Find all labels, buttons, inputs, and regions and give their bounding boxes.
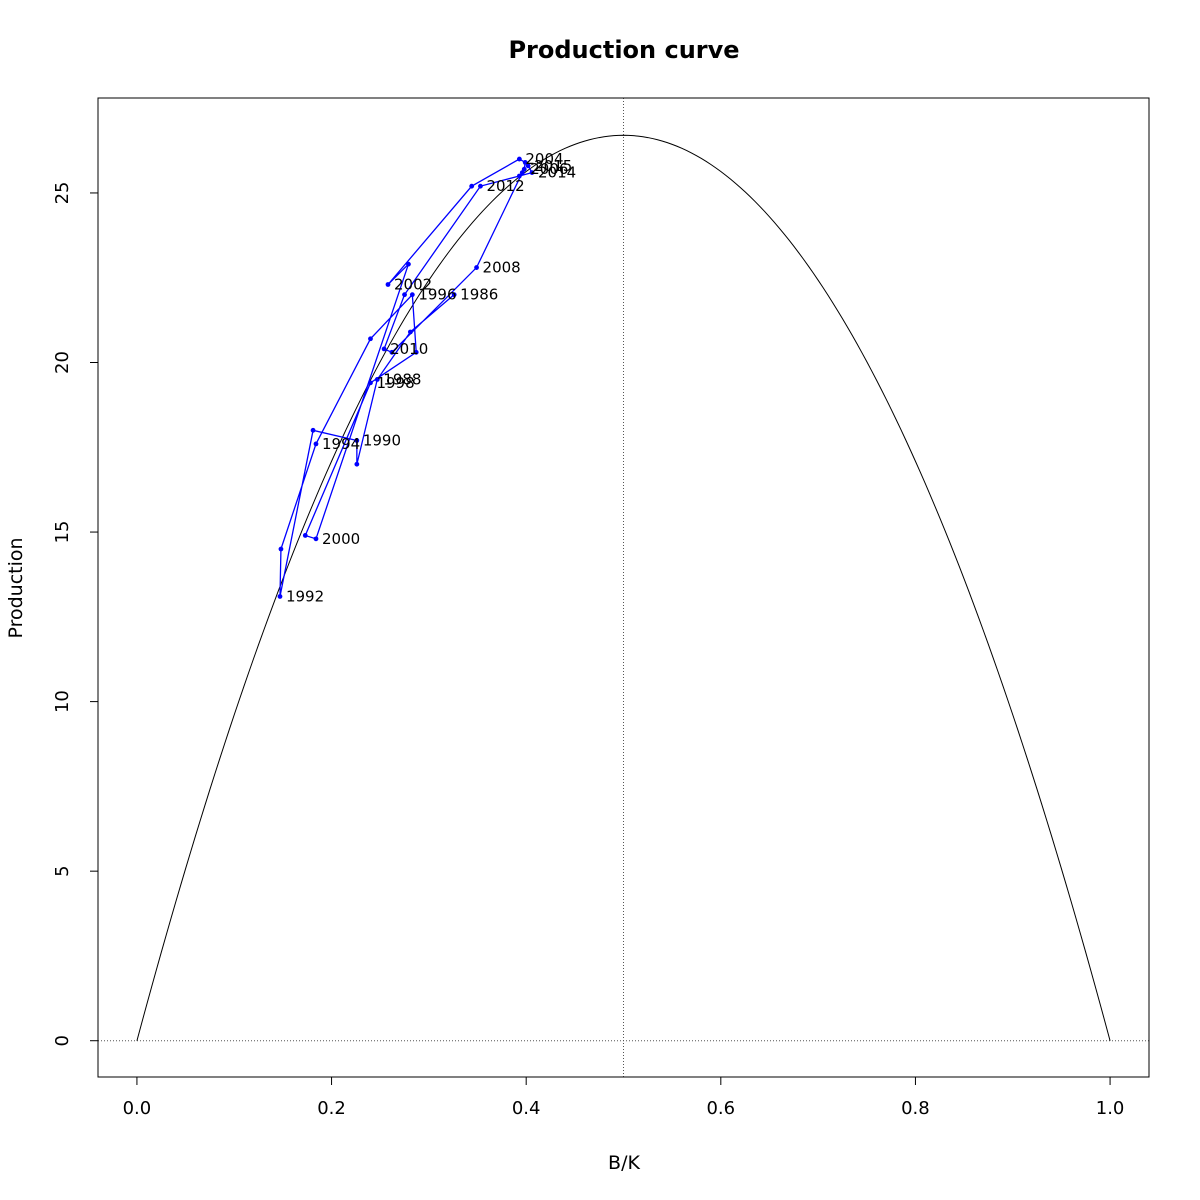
point-year-label: 1992 (286, 587, 324, 605)
data-point (516, 173, 522, 179)
y-tick-label: 20 (52, 351, 73, 374)
x-tick-label: 0.8 (901, 1098, 930, 1119)
data-point (310, 427, 316, 433)
data-point (413, 349, 419, 355)
point-year-label: 2008 (483, 259, 521, 277)
chart-title: Production curve (508, 36, 739, 64)
point-year-label: 2000 (322, 530, 360, 548)
y-axis: 0 5 10 15 20 25 (52, 181, 99, 1046)
data-point (368, 336, 373, 342)
point-year-label: 1990 (363, 431, 401, 449)
grid-and-reference-lines (98, 98, 1149, 1077)
point-year-label: 2010 (390, 340, 428, 358)
y-tick-label: 5 (52, 865, 73, 876)
data-point (474, 265, 479, 270)
data-point (409, 292, 415, 298)
data-point (385, 282, 391, 287)
x-axis: 0.0 0.2 0.4 0.6 0.8 1.0 (123, 1076, 1125, 1119)
x-axis-label: B/K (608, 1152, 640, 1174)
production-parabola (136, 134, 1111, 1041)
data-series (277, 156, 535, 599)
data-point (469, 183, 475, 189)
data-point (368, 380, 373, 386)
y-tick-label: 15 (52, 521, 73, 544)
data-point (313, 441, 319, 447)
data-point (407, 329, 413, 335)
data-point (522, 160, 528, 165)
point-labels: 1986 1988 1990 1992 1994 1996 1998 2000 2002 2004… (286, 150, 576, 605)
point-year-label: 1988 (383, 370, 421, 388)
data-point (354, 438, 360, 443)
data-point (381, 346, 387, 352)
data-point (302, 533, 308, 538)
data-point (451, 292, 457, 298)
x-tick-label: 1.0 (1096, 1098, 1125, 1119)
point-year-label: 1994 (322, 435, 360, 453)
point-year-label: 1998 (376, 374, 414, 392)
point-year-label: 1996 (418, 286, 456, 304)
x-tick-label: 0.4 (512, 1098, 541, 1119)
production-curve (136, 134, 1111, 1041)
data-point (529, 170, 535, 176)
y-axis-label: Production (5, 537, 27, 638)
data-point (374, 377, 380, 382)
x-tick-label: 0.0 (123, 1098, 152, 1119)
point-year-label: 2006 (530, 160, 568, 178)
y-tick-label: 0 (52, 1035, 73, 1046)
point-year-label: 1986 (460, 286, 498, 304)
data-point (406, 261, 411, 267)
x-tick-label: 0.6 (706, 1098, 735, 1119)
data-point (313, 536, 319, 542)
point-year-label: 2004 (525, 150, 563, 168)
data-point (478, 183, 483, 189)
point-year-label: 2014 (538, 164, 576, 182)
series-path-line (279, 158, 534, 597)
point-year-label: 2012 (486, 177, 524, 195)
data-point (277, 594, 283, 599)
data-point (278, 546, 284, 552)
data-point (516, 156, 522, 162)
x-tick-label: 0.2 (317, 1098, 346, 1119)
data-point (389, 349, 395, 355)
y-tick-label: 25 (52, 181, 73, 204)
data-point (402, 292, 407, 298)
point-year-label: 2002 (394, 276, 432, 294)
data-point (354, 461, 360, 467)
point-year-label: 2015 (534, 157, 572, 175)
data-point (525, 163, 531, 169)
data-point (519, 170, 525, 176)
y-tick-label: 10 (52, 690, 73, 713)
